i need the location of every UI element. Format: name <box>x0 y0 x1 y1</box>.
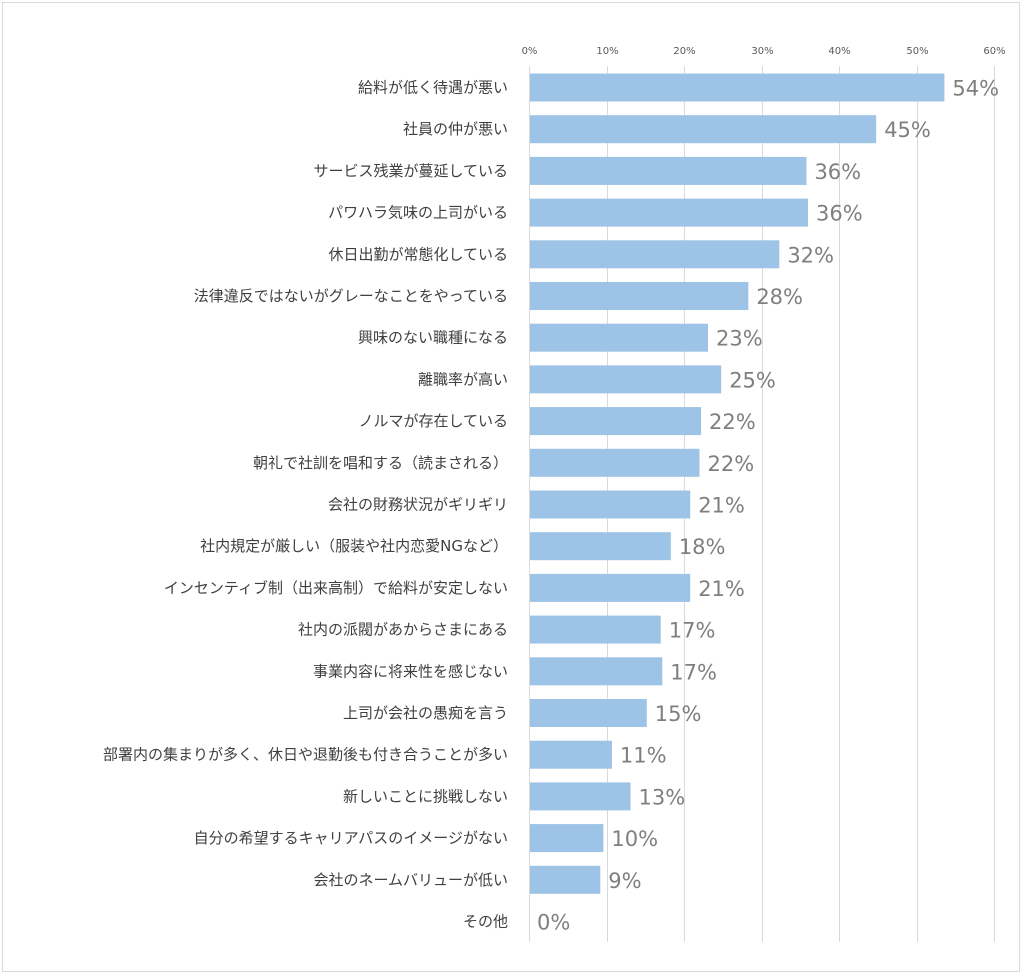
x-tick-label: 20% <box>673 46 695 57</box>
bar <box>529 407 702 436</box>
x-tick-label: 0% <box>522 46 538 57</box>
category-label: サービス残業が蔓延している <box>313 162 508 180</box>
data-label: 54% <box>952 77 999 101</box>
x-tick-label: 30% <box>751 46 773 57</box>
data-label: 32% <box>787 243 834 267</box>
category-label: その他 <box>463 913 508 931</box>
data-label: 13% <box>639 785 686 809</box>
category-label: 法律違反ではないがグレーなことをやっている <box>194 287 508 305</box>
data-label: 21% <box>698 577 745 601</box>
bar <box>529 448 700 477</box>
data-label: 18% <box>679 535 726 559</box>
data-label: 22% <box>709 410 756 434</box>
x-tick-label: 40% <box>828 46 850 57</box>
category-label: 社内の派閥があからさまにある <box>298 621 508 639</box>
category-label: 新しいことに挑戦しない <box>343 787 508 805</box>
bar <box>529 115 877 144</box>
bar <box>529 657 663 686</box>
category-label: 社内規定が厳しい（服装や社内恋愛NGなど） <box>200 537 508 555</box>
bar <box>529 282 749 310</box>
category-label: 会社の財務状況がギリギリ <box>328 496 508 514</box>
data-label: 0% <box>537 911 570 935</box>
data-label: 10% <box>611 827 658 851</box>
category-label: 社員の仲が悪い <box>403 120 508 138</box>
bar <box>529 490 691 519</box>
bar <box>529 240 780 269</box>
category-label: 離職率が高い <box>418 370 508 388</box>
x-tick-label: 50% <box>906 46 928 57</box>
data-label: 28% <box>756 285 803 309</box>
bar <box>529 73 945 102</box>
category-label: 部署内の集まりが多く、休日や退勤後も付き合うことが多い <box>103 746 508 764</box>
bar <box>529 365 722 394</box>
bar <box>529 615 661 644</box>
category-label: ノルマが存在している <box>358 412 508 430</box>
category-label: 上司が会社の愚痴を言う <box>343 704 508 722</box>
category-label: 休日出勤が常態化している <box>328 245 508 263</box>
bar <box>529 740 612 769</box>
bar <box>529 824 604 853</box>
data-label: 15% <box>655 702 702 726</box>
data-label: 17% <box>670 660 717 684</box>
bar <box>529 532 671 561</box>
data-label: 22% <box>708 452 755 476</box>
x-tick-label: 10% <box>596 46 618 57</box>
category-label: 自分の希望するキャリアパスのイメージがない <box>194 829 508 847</box>
bar <box>529 198 808 227</box>
data-label: 36% <box>816 202 863 226</box>
category-label: 事業内容に将来性を感じない <box>313 662 508 680</box>
data-label: 9% <box>608 869 641 893</box>
category-label: 会社のネームバリューが低い <box>313 871 508 889</box>
bar <box>529 782 631 811</box>
bar <box>529 865 601 894</box>
data-label: 11% <box>620 744 667 768</box>
data-label: 21% <box>698 494 745 518</box>
category-label: 興味のない職種になる <box>358 329 508 347</box>
data-label: 36% <box>814 160 861 184</box>
data-label: 23% <box>716 327 763 351</box>
bar <box>529 156 807 185</box>
data-label: 25% <box>729 368 776 392</box>
category-label: 給料が低く待遇が悪い <box>358 79 508 97</box>
category-label: パワハラ気味の上司がいる <box>328 204 508 222</box>
bar <box>529 323 709 352</box>
data-label: 45% <box>884 118 931 142</box>
bar <box>529 699 647 727</box>
x-tick-label: 60% <box>983 46 1005 57</box>
category-label: インセンティブ制（出来高制）で給料が安定しない <box>164 579 508 597</box>
data-label: 17% <box>669 619 716 643</box>
category-label: 朝礼で社訓を唱和する（読まされる） <box>253 454 508 472</box>
bar <box>529 573 691 602</box>
